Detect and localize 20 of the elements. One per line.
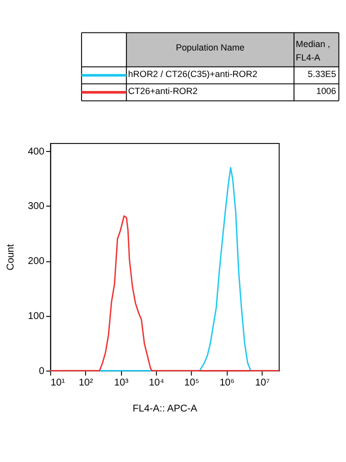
y-tick-label: 100 — [28, 310, 45, 322]
legend-label: CT26+anti-ROR2 — [128, 86, 198, 96]
x-axis-title: FL4-A:: APC-A — [132, 403, 198, 414]
y-tick-label: 300 — [28, 201, 45, 212]
text: 5.33E5 — [308, 69, 336, 80]
legend-label: hROR2 / CT26(C35)+anti-ROR2 — [128, 69, 258, 80]
legend-title: Population Name — [176, 42, 245, 53]
y-tick-label: 0 — [38, 366, 45, 377]
x-tick-label: 10⁷ — [255, 377, 270, 388]
x-tick-label: 10⁴ — [148, 377, 164, 388]
text: Median , FL4-A — [296, 39, 330, 62]
x-tick-label: 10² — [78, 377, 94, 388]
y-axis-title: Count — [6, 244, 17, 270]
x-tick-label: 10³ — [114, 377, 130, 388]
x-tick-label: 10⁶ — [220, 377, 235, 388]
text: 1006 — [316, 86, 336, 96]
x-tick-label: 10¹ — [50, 377, 66, 388]
y-tick-label: 400 — [28, 146, 45, 158]
y-tick-label: 200 — [28, 256, 45, 268]
x-tick-label: 10⁵ — [184, 377, 200, 388]
